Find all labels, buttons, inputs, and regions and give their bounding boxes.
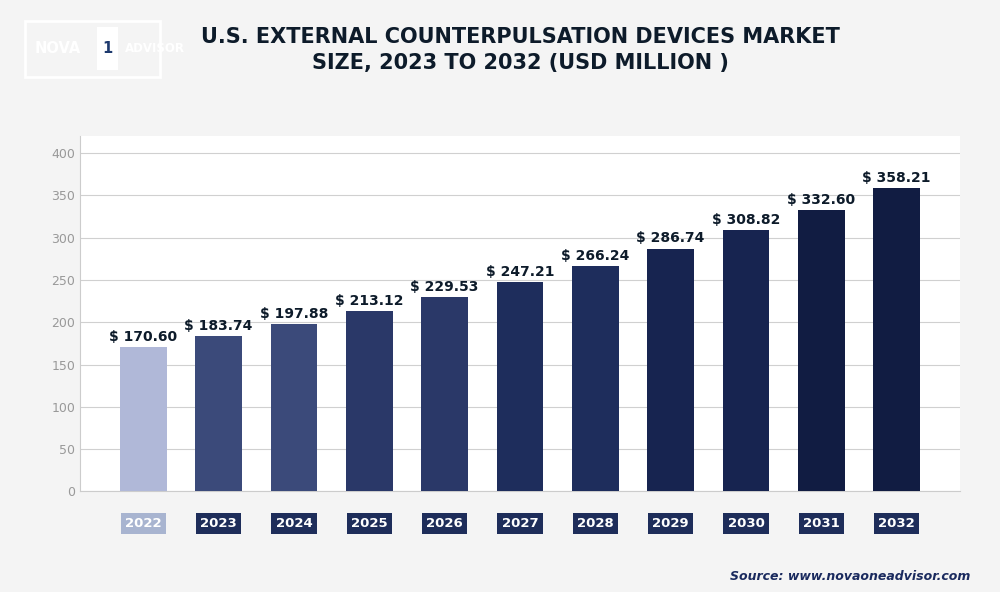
Text: U.S. EXTERNAL COUNTERPULSATION DEVICES MARKET
SIZE, 2023 TO 2032 (USD MILLION ): U.S. EXTERNAL COUNTERPULSATION DEVICES M…	[201, 27, 839, 73]
Bar	[798, 210, 845, 491]
Text: $ 213.12: $ 213.12	[335, 294, 404, 308]
Bar	[647, 249, 694, 491]
Bar	[271, 324, 317, 491]
Bar	[497, 282, 543, 491]
Text: NOVA: NOVA	[34, 41, 81, 56]
Text: 1: 1	[102, 41, 112, 56]
Text: ADVISOR: ADVISOR	[125, 43, 185, 55]
Text: 2028: 2028	[577, 517, 614, 530]
Text: 2024: 2024	[276, 517, 312, 530]
Text: $ 358.21: $ 358.21	[862, 171, 931, 185]
Text: $ 308.82: $ 308.82	[712, 213, 780, 227]
Text: $ 332.60: $ 332.60	[787, 192, 855, 207]
Bar	[873, 188, 920, 491]
Bar	[572, 266, 619, 491]
Text: 2031: 2031	[803, 517, 840, 530]
Text: $ 197.88: $ 197.88	[260, 307, 328, 321]
Text: $ 286.74: $ 286.74	[636, 231, 705, 246]
Bar	[421, 297, 468, 491]
Text: Source: www.novaoneadvisor.com: Source: www.novaoneadvisor.com	[730, 570, 970, 583]
Text: 2026: 2026	[426, 517, 463, 530]
Text: 2022: 2022	[125, 517, 162, 530]
Text: $ 247.21: $ 247.21	[486, 265, 554, 279]
Bar	[723, 230, 769, 491]
Text: 2030: 2030	[728, 517, 764, 530]
Text: $ 266.24: $ 266.24	[561, 249, 630, 263]
Text: $ 183.74: $ 183.74	[184, 318, 253, 333]
Text: 2023: 2023	[200, 517, 237, 530]
FancyBboxPatch shape	[97, 27, 118, 70]
Text: 2029: 2029	[652, 517, 689, 530]
Bar	[346, 311, 393, 491]
Text: 2027: 2027	[502, 517, 538, 530]
Text: 2025: 2025	[351, 517, 388, 530]
Text: $ 229.53: $ 229.53	[410, 280, 479, 294]
Bar	[120, 347, 167, 491]
Text: $ 170.60: $ 170.60	[109, 330, 177, 344]
Text: 2032: 2032	[878, 517, 915, 530]
Bar	[195, 336, 242, 491]
